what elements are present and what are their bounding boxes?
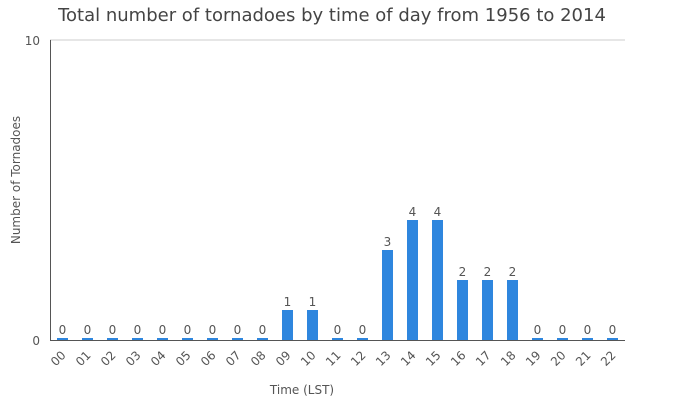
- bar-12: [357, 338, 368, 340]
- bar-06: [207, 338, 218, 340]
- data-label-09: 1: [284, 295, 292, 309]
- x-tick-label-13: 13: [373, 348, 394, 369]
- x-tick-label-00: 00: [48, 348, 69, 369]
- data-label-18: 2: [509, 265, 517, 279]
- bar-19: [532, 338, 543, 340]
- data-label-05: 0: [184, 323, 192, 337]
- x-tick-label-04: 04: [148, 348, 169, 369]
- data-label-01: 0: [84, 323, 92, 337]
- bar-22: [607, 338, 618, 340]
- x-tick-label-10: 10: [298, 348, 319, 369]
- data-label-14: 4: [409, 205, 417, 219]
- x-tick-label-07: 07: [223, 348, 244, 369]
- x-tick-label-01: 01: [73, 348, 94, 369]
- data-label-16: 2: [459, 265, 467, 279]
- data-label-08: 0: [259, 323, 267, 337]
- bar-21: [582, 338, 593, 340]
- x-tick-label-08: 08: [248, 348, 269, 369]
- x-tick-label-22: 22: [598, 348, 619, 369]
- bar-07: [232, 338, 243, 340]
- x-tick-label-15: 15: [423, 348, 444, 369]
- x-tick-label-02: 02: [98, 348, 119, 369]
- chart-title: Total number of tornadoes by time of day…: [57, 5, 606, 26]
- x-tick-label-14: 14: [398, 348, 419, 369]
- bar-05: [182, 338, 193, 340]
- bar-14: [407, 220, 418, 340]
- x-tick-label-21: 21: [573, 348, 594, 369]
- data-label-12: 0: [359, 323, 367, 337]
- bar-18: [507, 280, 518, 340]
- bar-15: [432, 220, 443, 340]
- bar-13: [382, 250, 393, 340]
- data-label-06: 0: [209, 323, 217, 337]
- bar-17: [482, 280, 493, 340]
- bar-08: [257, 338, 268, 340]
- x-tick-label-11: 11: [323, 348, 344, 369]
- x-tick-label-06: 06: [198, 348, 219, 369]
- data-label-11: 0: [334, 323, 342, 337]
- x-tick-label-18: 18: [498, 348, 519, 369]
- data-label-21: 0: [584, 323, 592, 337]
- bar-16: [457, 280, 468, 340]
- y-tick-label-0: 0: [32, 334, 40, 348]
- data-label-13: 3: [384, 235, 392, 249]
- bar-00: [57, 338, 68, 340]
- x-tick-label-16: 16: [448, 348, 469, 369]
- bar-09: [282, 310, 293, 340]
- data-label-17: 2: [484, 265, 492, 279]
- bar-20: [557, 338, 568, 340]
- x-tick-label-12: 12: [348, 348, 369, 369]
- x-tick-label-09: 09: [273, 348, 294, 369]
- x-tick-label-19: 19: [523, 348, 544, 369]
- x-tick-label-17: 17: [473, 348, 494, 369]
- bar-11: [332, 338, 343, 340]
- x-tick-label-20: 20: [548, 348, 569, 369]
- data-label-03: 0: [134, 323, 142, 337]
- data-label-04: 0: [159, 323, 167, 337]
- data-label-19: 0: [534, 323, 542, 337]
- x-tick-label-03: 03: [123, 348, 144, 369]
- data-label-00: 0: [59, 323, 67, 337]
- x-axis-label: Time (LST): [269, 383, 334, 397]
- x-tick-label-05: 05: [173, 348, 194, 369]
- bar-03: [132, 338, 143, 340]
- data-label-02: 0: [109, 323, 117, 337]
- bar-01: [82, 338, 93, 340]
- data-label-10: 1: [309, 295, 317, 309]
- data-label-15: 4: [434, 205, 442, 219]
- y-axis-label: Number of Tornadoes: [9, 116, 23, 244]
- y-tick-label-10: 10: [25, 34, 40, 48]
- bar-04: [157, 338, 168, 340]
- bar-02: [107, 338, 118, 340]
- data-label-20: 0: [559, 323, 567, 337]
- data-label-22: 0: [609, 323, 617, 337]
- data-label-07: 0: [234, 323, 242, 337]
- bar-10: [307, 310, 318, 340]
